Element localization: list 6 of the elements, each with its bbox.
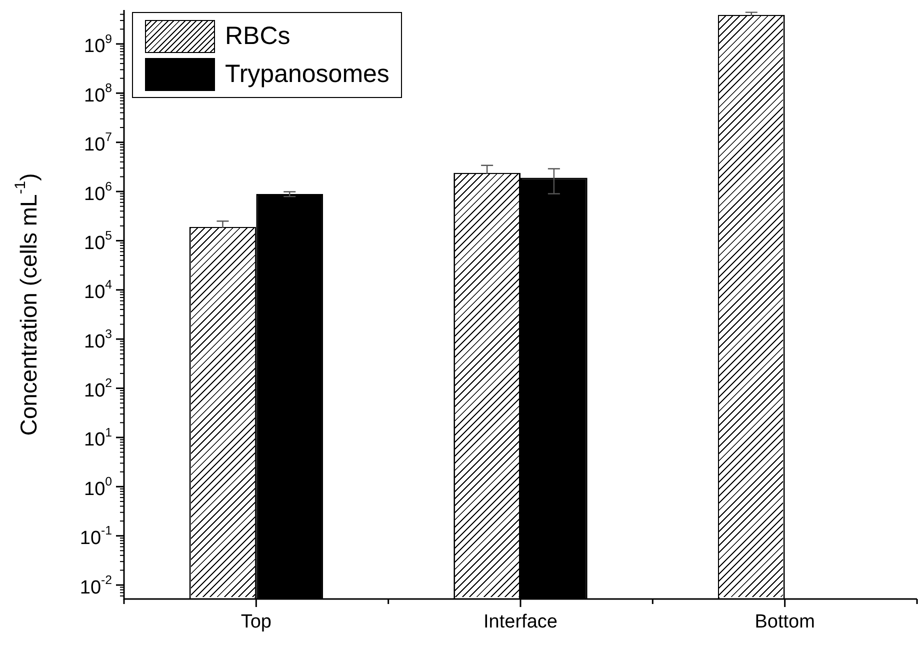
x-tick-label: Interface xyxy=(484,612,558,633)
y-axis-title: Concentration (cells mL-1) xyxy=(12,173,42,436)
legend-label: Trypanosomes xyxy=(225,60,390,88)
x-tick-label: Top xyxy=(240,612,272,633)
x-tick-label: Bottom xyxy=(754,612,815,633)
legend-label: RBCs xyxy=(225,22,290,50)
